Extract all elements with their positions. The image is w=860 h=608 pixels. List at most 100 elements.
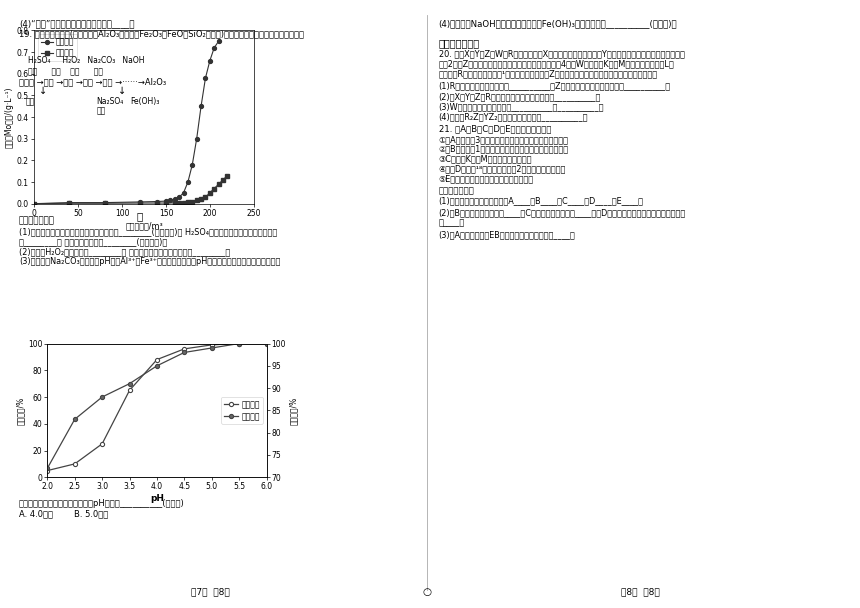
铝沉淠率 [125, 387, 135, 394]
Text: (4)化合物R₂Z与YZ₂反应的化学方程式为__________。: (4)化合物R₂Z与YZ₂反应的化学方程式为__________。 [439, 112, 588, 121]
Text: ②当B原子得到1个电子后，其电子层结构与氖原子相同；: ②当B原子得到1个电子后，其电子层结构与氖原子相同； [439, 145, 568, 154]
Text: (2)由B形成单质的化学式为____，C微粒的结构示意图为____，由D形成的单质在氧气中燃烧的实验现象: (2)由B形成单质的化学式为____，C微粒的结构示意图为____，由D形成的单… [439, 209, 686, 218]
Text: Na₂SO₄: Na₂SO₄ [96, 97, 124, 106]
Text: 溶液: 溶液 [96, 106, 106, 116]
单柱吸附 [178, 189, 188, 196]
Text: 19. 工业上以铝土矿(主要成分为Al₂O₃，含少量Fe₂O₃、FeO、SiO₂等杂质)为主要原料制备氧化铝，流程如图：: 19. 工业上以铝土矿(主要成分为Al₂O₃，含少量Fe₂O₃、FeO、SiO₂… [19, 29, 304, 38]
Line: 铁沉淠率: 铁沉淠率 [46, 342, 268, 471]
Text: (2)含X、Y、Z、R四种元素的化合物的化学式为__________。: (2)含X、Y、Z、R四种元素的化合物的化学式为__________。 [439, 92, 601, 102]
Text: 回答下列问题：: 回答下列问题： [19, 216, 55, 226]
串柱吸附 [182, 199, 193, 206]
串柱吸附 [174, 199, 184, 207]
单柱吸附 [187, 161, 198, 168]
铁沉淠率 [234, 340, 244, 347]
Y-axis label: 流出液Mo浓度/(g·L⁻¹): 流出液Mo浓度/(g·L⁻¹) [5, 86, 14, 148]
单柱吸附 [213, 38, 224, 45]
单柱吸附 [165, 197, 175, 204]
Text: 浸渣: 浸渣 [26, 97, 35, 106]
Text: (3)W的两种氧化物的化学式是__________和__________。: (3)W的两种氧化物的化学式是__________和__________。 [439, 102, 604, 111]
单柱吸附 [169, 196, 180, 203]
单柱吸附 [205, 57, 215, 64]
Text: ③C原子的K层和M层所含电子数相同；: ③C原子的K层和M层所含电子数相同； [439, 154, 532, 164]
Y-axis label: 铁沉淠率/%: 铁沉淠率/% [289, 396, 298, 424]
铝沉淠率 [42, 467, 52, 474]
Line: 单柱吸附: 单柱吸附 [33, 40, 220, 206]
单柱吸附 [200, 74, 211, 81]
Text: ↓: ↓ [118, 86, 126, 96]
铝沉淠率 [70, 460, 80, 468]
铁沉淠率 [125, 380, 135, 387]
Text: (1)酸浸：为提高酸浸速率，可采取的措施有________(任填两种)； H₂SO₄溶液的用量不宜过量太多，原因: (1)酸浸：为提高酸浸速率，可采取的措施有________(任填两种)； H₂S… [19, 227, 277, 237]
串柱吸附 [169, 199, 180, 207]
单柱吸附 [209, 44, 219, 52]
Text: (1)写出五种微粒的元素符号：A____，B____，C____，D____，E____。: (1)写出五种微粒的元素符号：A____，B____，C____，D____，E… [439, 196, 643, 206]
铁沉淠率 [179, 349, 189, 356]
单柱吸附 [192, 135, 202, 142]
单柱吸附 [64, 199, 75, 206]
Text: 铝土矿 →酸浸 →氧化 →沉淠 →硷溶 →······→Al₂O₃: 铝土矿 →酸浸 →氧化 →沉淠 →硷溶 →······→Al₂O₃ [19, 78, 166, 87]
Text: ⑤E原子不带电，原子核中只有一个质子。: ⑤E原子不带电，原子核中只有一个质子。 [439, 174, 534, 183]
Text: (4)“沉镖”步骤中反应的离子方程式为____。: (4)“沉镖”步骤中反应的离子方程式为____。 [19, 19, 134, 29]
单柱吸附 [161, 198, 171, 205]
Text: 第7页  兲8页: 第7页 兲8页 [191, 587, 230, 596]
单柱吸附 [29, 200, 40, 207]
Text: ④单核D离子有¹⁸个电子，当失去2个电子后显电中性；: ④单核D离子有¹⁸个电子，当失去2个电子后显电中性； [439, 164, 566, 173]
单柱吸附 [196, 103, 206, 110]
单柱吸附 [100, 199, 110, 206]
Text: Fe(OH)₃: Fe(OH)₃ [131, 97, 160, 106]
Text: (3)由A形成的单质与EB溶液反应的化学方程式为____。: (3)由A形成的单质与EB溶液反应的化学方程式为____。 [439, 230, 575, 239]
Text: 溶液      溶液    溶液      溶液: 溶液 溶液 溶液 溶液 [28, 67, 102, 76]
铝沉淠率 [206, 341, 217, 348]
串柱吸附 [100, 199, 110, 207]
串柱吸附 [209, 185, 219, 192]
Legend: 单柱吸附, 串柱吸附: 单柱吸附, 串柱吸附 [38, 34, 77, 61]
Text: ↓: ↓ [39, 86, 46, 96]
Text: ○: ○ [423, 587, 432, 596]
Y-axis label: 铝沉淠率/%: 铝沉淠率/% [16, 396, 25, 424]
铁沉淠率 [261, 340, 272, 347]
Text: 21. 有A，B，C，D，E五种微粒，已知：: 21. 有A，B，C，D，E五种微粒，已知： [439, 125, 551, 134]
串柱吸附 [218, 176, 228, 184]
串柱吸附 [222, 172, 232, 179]
X-axis label: pH: pH [150, 494, 164, 503]
Text: 为____。: 为____。 [439, 218, 465, 227]
Text: (3)沉淠：用Na₂CO₃溶液调节pH，将Al³⁺、Fe³⁺转化为沉淠，溶液pH对铝、铁沉淠率的影响如图所示。: (3)沉淠：用Na₂CO₃溶液调节pH，将Al³⁺、Fe³⁺转化为沉淠，溶液pH… [19, 257, 280, 266]
Text: 第8页  兲8页: 第8页 兲8页 [621, 587, 660, 596]
Text: 20. 已知X，Y，Z，W，R五种元素中，X是原子序数最小的元素；Y元素原子最外层电子数是内层电子总: 20. 已知X，Y，Z，W，R五种元素中，X是原子序数最小的元素；Y元素原子最外… [439, 50, 685, 59]
铁沉淠率 [42, 465, 52, 472]
串柱吸附 [187, 198, 198, 205]
铝沉淠率 [179, 345, 189, 353]
铝沉淠率 [261, 340, 272, 347]
铝沉淠率 [234, 340, 244, 347]
单柱吸附 [174, 193, 184, 201]
铁沉淠率 [70, 416, 80, 423]
Text: (2)氧化：H₂O₂的电子式为________； 该步骤中反应的离子方程式为________。: (2)氧化：H₂O₂的电子式为________； 该步骤中反应的离子方程式为__… [19, 247, 230, 256]
单柱吸附 [182, 178, 193, 185]
串柱吸附 [192, 197, 202, 204]
Text: A. 4.0左右        B. 5.0左右: A. 4.0左右 B. 5.0左右 [19, 509, 108, 518]
铁沉淠率 [97, 393, 108, 401]
串柱吸附 [29, 200, 40, 207]
铁沉淠率 [206, 344, 217, 351]
Text: ①当A原子失去3个电子后，其电子层结构与氦原子相同；: ①当A原子失去3个电子后，其电子层结构与氦原子相同； [439, 135, 568, 144]
X-axis label: 流出液体积/m³: 流出液体积/m³ [126, 221, 163, 230]
串柱吸附 [134, 199, 144, 207]
单柱吸附 [152, 198, 163, 205]
Text: H₂SO₄     H₂O₂   Na₂CO₃   NaOH: H₂SO₄ H₂O₂ Na₂CO₃ NaOH [28, 56, 144, 65]
串柱吸附 [152, 199, 163, 207]
Text: 为获得较高的铝、铁沉淠率，溶液pH最佳为__________(填标号): 为获得较高的铝、铁沉淠率，溶液pH最佳为__________(填标号) [19, 499, 185, 508]
串柱吸附 [196, 196, 206, 203]
串柱吸附 [200, 193, 211, 201]
Legend: 铝沉淠率, 铁沉淠率: 铝沉淠率, 铁沉淠率 [221, 397, 263, 424]
Line: 串柱吸附: 串柱吸附 [33, 173, 230, 206]
Text: 电子数；R元素原子最外层有¹个电子，其简离子与Z的简离子核外电子总数相同。请完成下列问题。: 电子数；R元素原子最外层有¹个电子，其简离子与Z的简离子核外电子总数相同。请完成… [439, 69, 658, 78]
铝沉淠率 [97, 440, 108, 447]
Text: 是________； 浸渣的主要成分为________(填化学式)。: 是________； 浸渣的主要成分为________(填化学式)。 [19, 237, 167, 246]
单柱吸附 [134, 198, 144, 206]
铝沉淠率 [151, 356, 162, 363]
串柱吸附 [205, 189, 215, 196]
Text: (1)R元素的原子结构示意图为__________；Z元素形成的离子的结构示意为__________。: (1)R元素的原子结构示意图为__________；Z元素形成的离子的结构示意为… [439, 81, 671, 91]
串柱吸附 [161, 199, 171, 207]
串柱吸附 [213, 181, 224, 188]
Text: (4)硷溶：用NaOH溶液溶解沉淠，分离Fe(OH)₃的实验操作是__________(填名称)。: (4)硷溶：用NaOH溶液溶解沉淠，分离Fe(OH)₃的实验操作是_______… [439, 19, 677, 29]
